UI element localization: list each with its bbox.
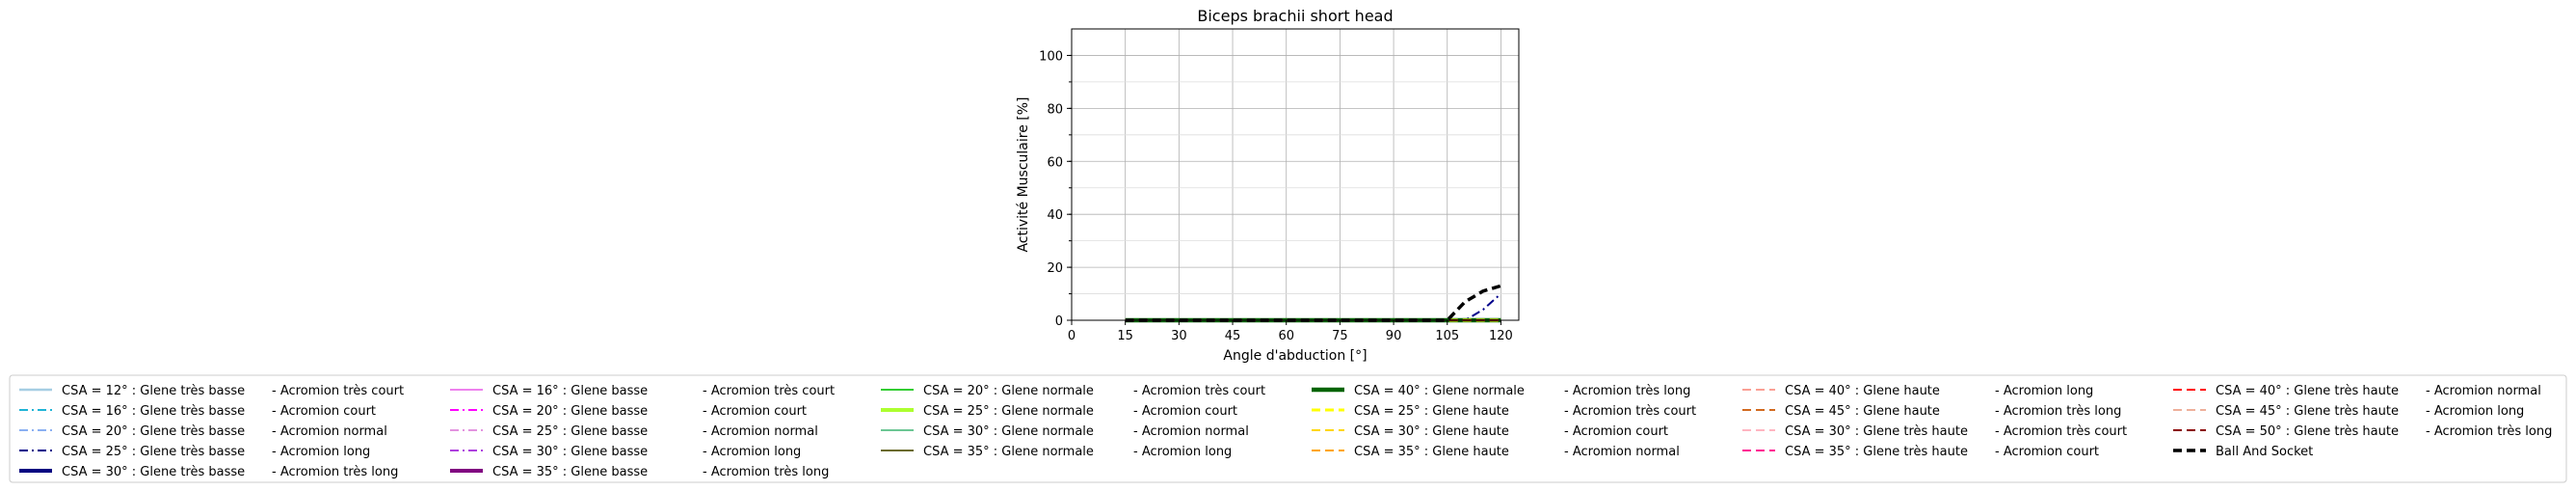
y-tick-label: 40 [1047, 208, 1063, 223]
legend-label: CSA = 45° : Glene haute [1785, 404, 1940, 419]
y-tick-label: 0 [1055, 314, 1063, 329]
legend-acromion-label: - Acromion court [1995, 445, 2099, 459]
y-tick-label: 100 [1039, 49, 1063, 64]
legend-label: CSA = 50° : Glene très haute [2216, 424, 2399, 439]
y-tick-label: 20 [1047, 261, 1063, 276]
grid [1071, 29, 1519, 320]
legend-acromion-label: - Acromion long [1133, 445, 1232, 459]
legend-acromion-label: - Acromion long [2426, 404, 2524, 419]
legend-acromion-label: - Acromion très court [1564, 404, 1696, 419]
legend-label: Ball And Socket [2216, 445, 2313, 459]
y-tick-label: 60 [1047, 155, 1063, 170]
legend-acromion-label: - Acromion très long [1564, 384, 1690, 398]
x-tick-label: 60 [1278, 329, 1294, 343]
y-tick-label: 80 [1047, 102, 1063, 117]
legend-acromion-label: - Acromion long [272, 445, 370, 459]
legend-label: CSA = 35° : Glene normale [923, 445, 1094, 459]
legend-label: CSA = 35° : Glene haute [1354, 445, 1509, 459]
legend-label: CSA = 40° : Glene haute [1785, 384, 1940, 398]
legend-label: CSA = 35° : Glene basse [492, 465, 648, 479]
legend-label: CSA = 30° : Glene basse [492, 445, 648, 459]
legend-frame [9, 374, 2567, 483]
chart-title: Biceps brachii short head [1197, 7, 1393, 25]
legend: CSA = 12° : Glene très basse - Acromion t… [9, 374, 2567, 483]
legend-acromion-label: - Acromion court [703, 404, 807, 419]
x-tick-label: 105 [1435, 329, 1459, 343]
legend-acromion-label: - Acromion court [272, 404, 376, 419]
legend-label: CSA = 20° : Glene très basse [62, 424, 245, 439]
legend-label: CSA = 12° : Glene très basse [62, 384, 245, 398]
x-tick-label: 0 [1068, 329, 1076, 343]
x-tick-label: 45 [1225, 329, 1241, 343]
legend-acromion-label: - Acromion normal [2426, 384, 2541, 398]
legend-acromion-label: - Acromion normal [1564, 445, 1680, 459]
legend-label: CSA = 20° : Glene normale [923, 384, 1094, 398]
legend-acromion-label: - Acromion très long [703, 465, 829, 479]
legend-acromion-label: - Acromion court [1564, 424, 1668, 439]
legend-label: CSA = 40° : Glene très haute [2216, 384, 2399, 398]
legend-label: CSA = 30° : Glene très haute [1785, 424, 1968, 439]
legend-acromion-label: - Acromion très long [272, 465, 398, 479]
legend-label: CSA = 25° : Glene très basse [62, 445, 245, 459]
legend-acromion-label: - Acromion très court [272, 384, 404, 398]
legend-label: CSA = 20° : Glene basse [492, 404, 648, 419]
y-axis-label: Activité Musculaire [%] [1016, 96, 1031, 252]
x-tick-label: 30 [1171, 329, 1187, 343]
legend-acromion-label: - Acromion long [703, 445, 801, 459]
x-tick-label: 120 [1489, 329, 1513, 343]
axis-ticks: 0 15 30 45 60 75 90 105 120 0 20 40 60 80 100 [1039, 49, 1513, 343]
legend-acromion-label: - Acromion normal [703, 424, 818, 439]
legend-label: CSA = 40° : Glene normale [1354, 384, 1525, 398]
legend-label: CSA = 35° : Glene très haute [1785, 445, 1968, 459]
x-tick-label: 15 [1117, 329, 1133, 343]
legend-label: CSA = 30° : Glene haute [1354, 424, 1509, 439]
legend-acromion-label: - Acromion normal [272, 424, 387, 439]
legend-label: CSA = 30° : Glene très basse [62, 465, 245, 479]
legend-label: CSA = 25° : Glene haute [1354, 404, 1509, 419]
legend-acromion-label: - Acromion très long [2426, 424, 2552, 439]
legend-acromion-label: - Acromion normal [1133, 424, 1249, 439]
x-tick-label: 90 [1386, 329, 1402, 343]
legend-label: CSA = 45° : Glene très haute [2216, 404, 2399, 419]
legend-label: CSA = 16° : Glene basse [492, 384, 648, 398]
legend-label: CSA = 16° : Glene très basse [62, 404, 245, 419]
legend-label: CSA = 30° : Glene normale [923, 424, 1094, 439]
legend-acromion-label: - Acromion long [1995, 384, 2093, 398]
legend-label: CSA = 25° : Glene basse [492, 424, 648, 439]
legend-acromion-label: - Acromion très court [1995, 424, 2127, 439]
plot-frame [1071, 28, 1520, 321]
legend-acromion-label: - Acromion très court [1133, 384, 1265, 398]
legend-acromion-label: - Acromion très court [703, 384, 835, 398]
x-axis-label: Angle d'abduction [°] [1223, 348, 1367, 364]
legend-acromion-label: - Acromion très long [1995, 404, 2121, 419]
legend-acromion-label: - Acromion court [1133, 404, 1237, 419]
x-tick-label: 75 [1332, 329, 1348, 343]
legend-label: CSA = 25° : Glene normale [923, 404, 1094, 419]
